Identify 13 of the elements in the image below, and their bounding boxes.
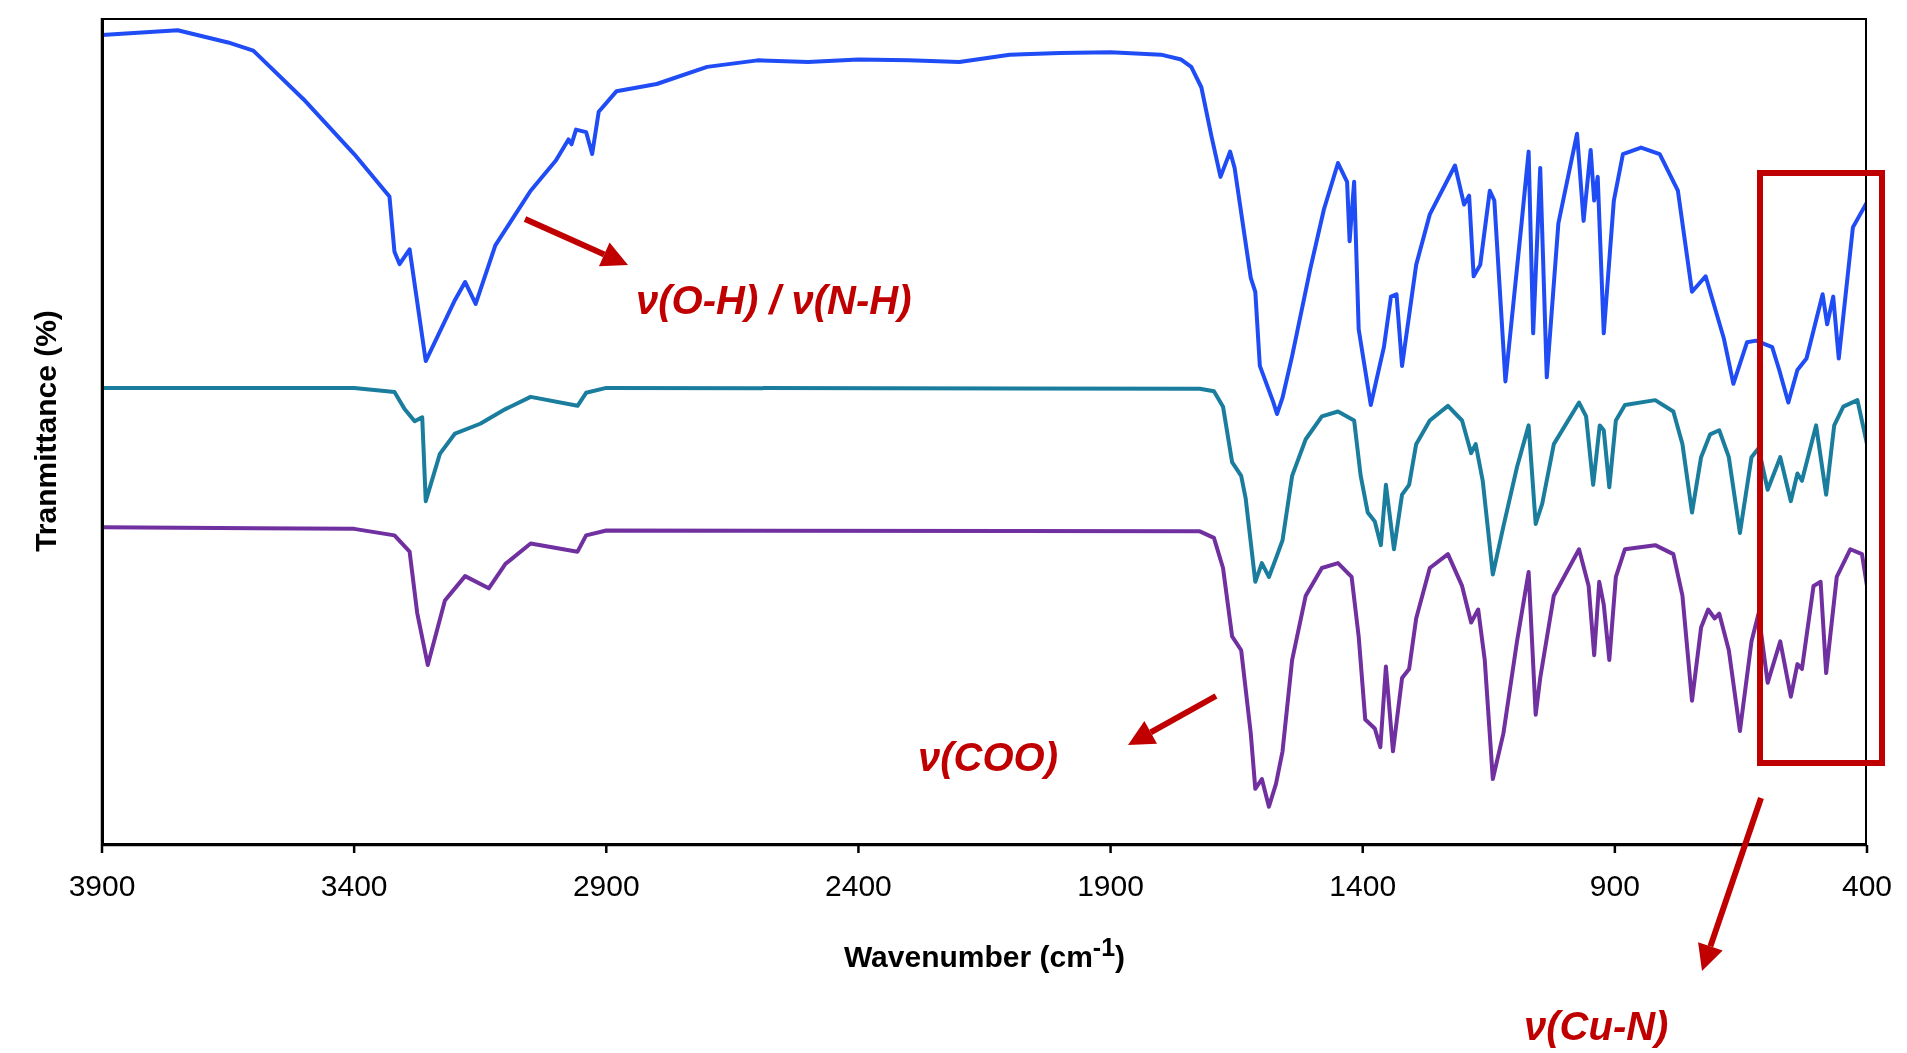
x-tick-label: 3900: [68, 869, 136, 903]
annotation: ν(COO): [918, 735, 1058, 780]
x-axis-title: Wavenumber (cm$^{-1}$): [842, 933, 1127, 974]
x-tick-label: 400: [1841, 869, 1893, 903]
annotation: ν(O-H) / ν(N-H): [636, 278, 912, 323]
x-tick-label: 2900: [572, 869, 640, 903]
x-tick-label: 3400: [320, 869, 388, 903]
x-tick-label: 1400: [1329, 869, 1397, 903]
x-tick-label: 1900: [1077, 869, 1144, 903]
x-tick-label: 2400: [825, 869, 892, 903]
y-axis-title: Tranmittance (%): [29, 308, 63, 554]
x-tick-label: 900: [1589, 869, 1640, 903]
text: ν(Cu-N): [1524, 1004, 1669, 1049]
